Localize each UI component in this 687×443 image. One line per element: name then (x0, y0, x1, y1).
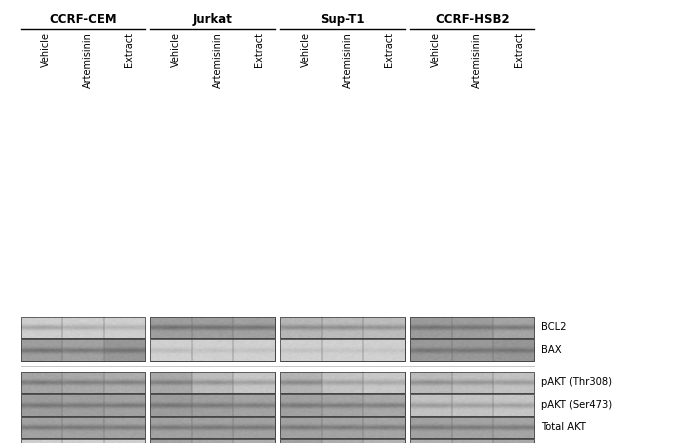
Bar (150, 317, 275, 338)
Text: Extract: Extract (384, 32, 394, 67)
Bar (280, 439, 405, 443)
Bar (21, 394, 145, 416)
Text: Artemisinin: Artemisinin (213, 32, 223, 88)
Bar (21, 339, 145, 361)
Bar (150, 339, 275, 361)
Bar (280, 339, 405, 361)
Bar (280, 394, 405, 416)
Text: Vehicle: Vehicle (301, 32, 311, 67)
Text: CCRF-CEM: CCRF-CEM (49, 13, 117, 26)
Bar (410, 339, 534, 361)
Bar (21, 372, 145, 393)
Text: Sup-T1: Sup-T1 (320, 13, 365, 26)
Text: Vehicle: Vehicle (171, 32, 181, 67)
Bar (21, 372, 145, 393)
Bar (410, 317, 534, 338)
Bar (410, 339, 534, 361)
Bar (21, 317, 145, 338)
Text: Artemisinin: Artemisinin (82, 32, 93, 88)
Bar (410, 417, 534, 438)
Bar (21, 417, 145, 438)
Bar (410, 394, 534, 416)
Text: Jurkat: Jurkat (192, 13, 233, 26)
Text: Extract: Extract (124, 32, 134, 67)
Bar (150, 372, 275, 393)
Text: BAX: BAX (541, 345, 562, 355)
Bar (410, 439, 534, 443)
Bar (280, 417, 405, 438)
Bar (150, 394, 275, 416)
Bar (410, 417, 534, 438)
Bar (150, 439, 275, 443)
Bar (410, 394, 534, 416)
Bar (21, 317, 145, 338)
Text: Extract: Extract (514, 32, 523, 67)
Text: BCL2: BCL2 (541, 323, 567, 332)
Bar (410, 372, 534, 393)
Text: Vehicle: Vehicle (41, 32, 52, 67)
Text: Artemisinin: Artemisinin (343, 32, 352, 88)
Bar (150, 417, 275, 438)
Bar (410, 317, 534, 338)
Text: pAKT (Ser473): pAKT (Ser473) (541, 400, 613, 410)
Text: Extract: Extract (254, 32, 264, 67)
Bar (280, 317, 405, 338)
Bar (280, 417, 405, 438)
Bar (21, 439, 145, 443)
Bar (150, 417, 275, 438)
Bar (150, 439, 275, 443)
Bar (150, 339, 275, 361)
Bar (280, 339, 405, 361)
Bar (280, 317, 405, 338)
Bar (150, 317, 275, 338)
Bar (150, 372, 275, 393)
Bar (21, 394, 145, 416)
Text: pAKT (Thr308): pAKT (Thr308) (541, 377, 612, 387)
Bar (280, 394, 405, 416)
Text: Artemisinin: Artemisinin (473, 32, 482, 88)
Text: Vehicle: Vehicle (431, 32, 441, 67)
Bar (410, 439, 534, 443)
Bar (21, 417, 145, 438)
Bar (21, 439, 145, 443)
Text: Total AKT: Total AKT (541, 423, 586, 432)
Bar (150, 394, 275, 416)
Bar (21, 339, 145, 361)
Text: CCRF-HSB2: CCRF-HSB2 (435, 13, 510, 26)
Bar (280, 372, 405, 393)
Bar (410, 372, 534, 393)
Bar (280, 439, 405, 443)
Bar (280, 372, 405, 393)
